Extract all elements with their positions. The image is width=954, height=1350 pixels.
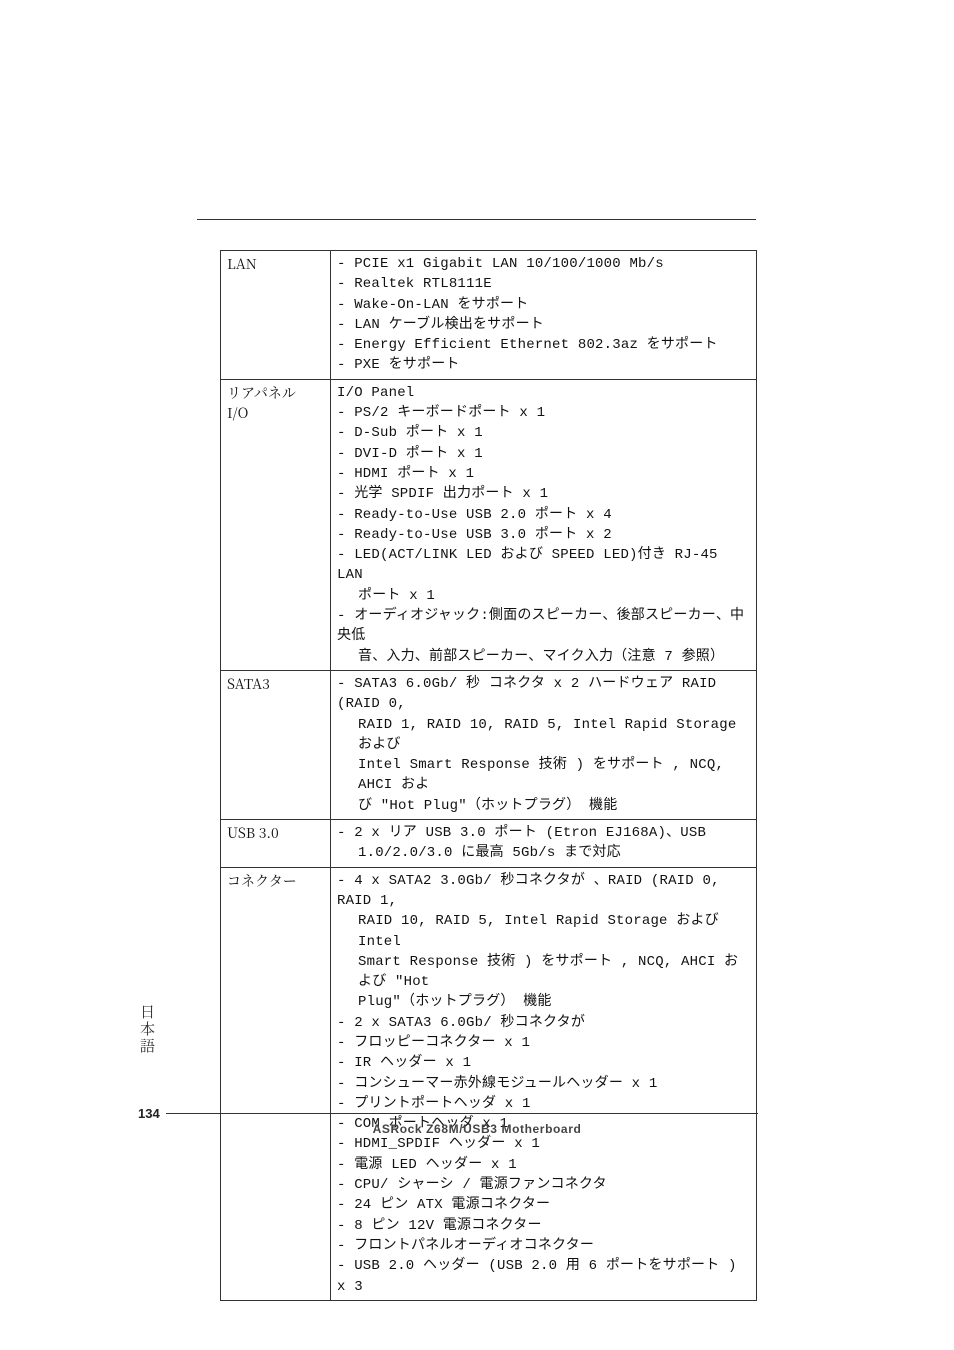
spec-row-key: リアパネルI/O: [221, 379, 331, 670]
spec-line: - LAN ケーブル検出をサポート: [337, 315, 750, 335]
spec-row-key: LAN: [221, 251, 331, 380]
spec-line: 1.0/2.0/3.0 に最高 5Gb/s まで対応: [337, 843, 750, 863]
spec-line: - 電源 LED ヘッダー x 1: [337, 1155, 750, 1175]
spec-line: RAID 10, RAID 5, Intel Rapid Storage および…: [337, 911, 750, 952]
spec-table: LAN- PCIE x1 Gigabit LAN 10/100/1000 Mb/…: [220, 250, 757, 1301]
spec-line: - Ready-to-Use USB 3.0 ポート x 2: [337, 525, 750, 545]
spec-line: - HDMI_SPDIF ヘッダー x 1: [337, 1134, 750, 1154]
spec-row: USB 3.0- 2 x リア USB 3.0 ポート (Etron EJ168…: [221, 820, 757, 868]
spec-line: - PS/2 キーボードポート x 1: [337, 403, 750, 423]
spec-line: - Realtek RTL8111E: [337, 274, 750, 294]
spec-line: - フロントパネルオーディオコネクター: [337, 1236, 750, 1256]
spec-row-key: USB 3.0: [221, 820, 331, 868]
spec-line: - LED(ACT/LINK LED および SPEED LED)付き RJ-4…: [337, 545, 750, 586]
spec-line: - PCIE x1 Gigabit LAN 10/100/1000 Mb/s: [337, 254, 750, 274]
spec-line: - 光学 SPDIF 出力ポート x 1: [337, 484, 750, 504]
spec-line: び "Hot Plug"（ホットプラグ） 機能: [337, 796, 750, 816]
spec-line: - オーディオジャック:側面のスピーカー、後部スピーカー、中央低: [337, 606, 750, 647]
spec-row: SATA3- SATA3 6.0Gb/ 秒 コネクタ x 2 ハードウェア RA…: [221, 670, 757, 819]
spec-line: - コンシューマー赤外線モジュールヘッダー x 1: [337, 1074, 750, 1094]
spec-row-value: I/O Panel- PS/2 キーボードポート x 1- D-Sub ポート …: [331, 379, 757, 670]
top-rule: [197, 219, 756, 220]
page-number: 134: [138, 1106, 160, 1121]
spec-line: - D-Sub ポート x 1: [337, 423, 750, 443]
spec-line: - PXE をサポート: [337, 355, 750, 375]
spec-row-key: コネクター: [221, 867, 331, 1300]
bottom-rule: [166, 1113, 758, 1114]
spec-line: - 24 ピン ATX 電源コネクター: [337, 1195, 750, 1215]
page: LAN- PCIE x1 Gigabit LAN 10/100/1000 Mb/…: [0, 0, 954, 1350]
spec-line: - HDMI ポート x 1: [337, 464, 750, 484]
spec-row-value: - 2 x リア USB 3.0 ポート (Etron EJ168A)、USB1…: [331, 820, 757, 868]
spec-line: - USB 2.0 ヘッダー (USB 2.0 用 6 ポートをサポート ) x…: [337, 1256, 750, 1297]
language-side-label: 日本語: [137, 1004, 158, 1055]
spec-line: RAID 1, RAID 10, RAID 5, Intel Rapid Sto…: [337, 715, 750, 756]
spec-line: - Energy Efficient Ethernet 802.3az をサポー…: [337, 335, 750, 355]
spec-line: Plug"（ホットプラグ） 機能: [337, 992, 750, 1012]
spec-line: I/O Panel: [337, 383, 750, 403]
spec-line: - Wake-On-LAN をサポート: [337, 295, 750, 315]
spec-line: Intel Smart Response 技術 ) をサポート , NCQ, A…: [337, 755, 750, 796]
spec-line: - 8 ピン 12V 電源コネクター: [337, 1216, 750, 1236]
spec-line: - プリントポートヘッダ x 1: [337, 1094, 750, 1114]
spec-row-value: - PCIE x1 Gigabit LAN 10/100/1000 Mb/s- …: [331, 251, 757, 380]
spec-line: - フロッピーコネクター x 1: [337, 1033, 750, 1053]
spec-line: - IR ヘッダー x 1: [337, 1053, 750, 1073]
spec-line: ポート x 1: [337, 586, 750, 606]
spec-row: コネクター- 4 x SATA2 3.0Gb/ 秒コネクタが 、RAID (RA…: [221, 867, 757, 1300]
spec-line: - CPU/ シャーシ / 電源ファンコネクタ: [337, 1175, 750, 1195]
spec-row: リアパネルI/OI/O Panel- PS/2 キーボードポート x 1- D-…: [221, 379, 757, 670]
spec-line: - Ready-to-Use USB 2.0 ポート x 4: [337, 505, 750, 525]
footer-model: ASRock Z68M/USB3 Motherboard: [0, 1122, 954, 1136]
spec-row-value: - 4 x SATA2 3.0Gb/ 秒コネクタが 、RAID (RAID 0,…: [331, 867, 757, 1300]
spec-line: - 2 x SATA3 6.0Gb/ 秒コネクタが: [337, 1013, 750, 1033]
spec-line: - 4 x SATA2 3.0Gb/ 秒コネクタが 、RAID (RAID 0,…: [337, 871, 750, 912]
spec-line: Smart Response 技術 ) をサポート , NCQ, AHCI およ…: [337, 952, 750, 993]
spec-line: 音、入力、前部スピーカー、マイク入力（注意 7 参照）: [337, 647, 750, 667]
spec-line: - SATA3 6.0Gb/ 秒 コネクタ x 2 ハードウェア RAID (R…: [337, 674, 750, 715]
spec-line: - 2 x リア USB 3.0 ポート (Etron EJ168A)、USB: [337, 823, 750, 843]
spec-line: - DVI-D ポート x 1: [337, 444, 750, 464]
spec-row-value: - SATA3 6.0Gb/ 秒 コネクタ x 2 ハードウェア RAID (R…: [331, 670, 757, 819]
spec-row: LAN- PCIE x1 Gigabit LAN 10/100/1000 Mb/…: [221, 251, 757, 380]
spec-row-key: SATA3: [221, 670, 331, 819]
